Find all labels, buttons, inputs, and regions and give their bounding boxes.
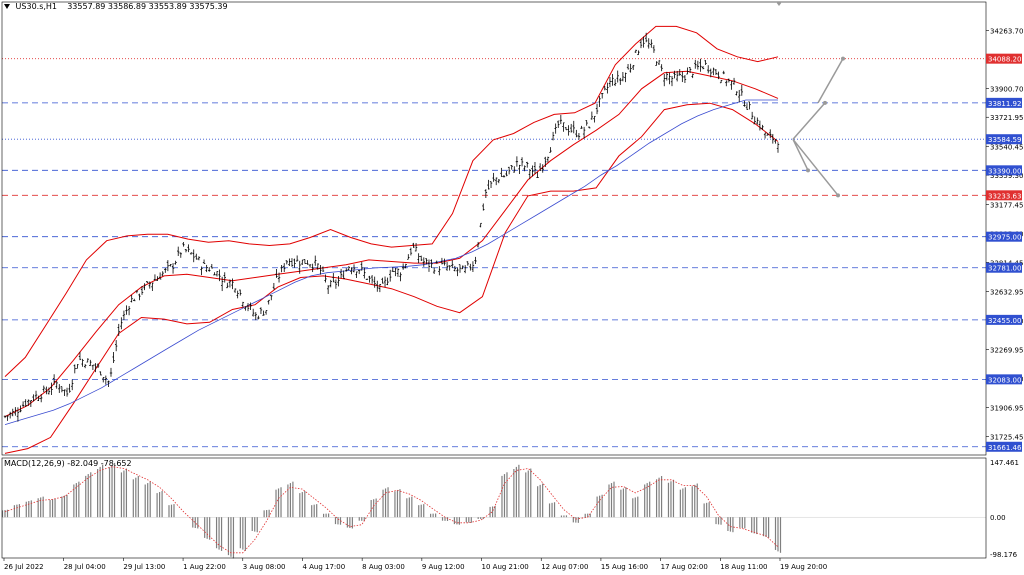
bollinger-middle-line <box>4 70 779 418</box>
moving-average-line <box>4 99 778 425</box>
projection-arrow-head <box>823 100 827 105</box>
ohlc-values: 33557.89 33586.89 33553.89 33575.39 <box>67 2 228 11</box>
level-label: 34088.20 <box>988 56 1021 64</box>
time-tick-label: 28 Jul 04:00 <box>64 563 106 571</box>
time-tick-label: 4 Aug 17:00 <box>302 563 345 571</box>
symbol-header: US30.s,H1 33557.89 33586.89 33553.89 335… <box>4 2 228 11</box>
time-tick-label: 1 Aug 22:00 <box>183 563 226 571</box>
projection-arrow <box>792 138 839 196</box>
collapse-triangle-icon[interactable] <box>4 4 10 9</box>
level-tag <box>986 53 1022 64</box>
price-tick-label: 32632.95 <box>990 288 1023 296</box>
macd-signal-line <box>4 466 779 554</box>
price-tick-label: 31725.45 <box>990 434 1023 442</box>
time-tick-label: 10 Aug 21:00 <box>482 563 529 571</box>
projection-arrow <box>792 138 809 171</box>
level-label: 32975.00 <box>988 234 1021 242</box>
price-tick-label: 33721.95 <box>990 114 1023 122</box>
price-pane-border <box>1 1 987 456</box>
bollinger-upper-line <box>4 25 779 377</box>
level-tag <box>986 97 1022 108</box>
time-tick-label: 15 Aug 16:00 <box>601 563 648 571</box>
time-tick-label: 26 Jul 2022 <box>4 563 44 571</box>
time-tick-label: 12 Aug 07:00 <box>541 563 588 571</box>
projection-arrow-head <box>806 168 810 173</box>
level-tag <box>986 134 1022 145</box>
level-label: 33811.92 <box>988 100 1021 108</box>
time-tick-label: 8 Aug 03:00 <box>362 563 405 571</box>
price-tick-label: 32269.95 <box>990 346 1023 354</box>
chart-shift-marker-icon[interactable] <box>776 2 782 6</box>
projection-arrow-head <box>841 56 845 61</box>
time-tick-label: 3 Aug 08:00 <box>243 563 286 571</box>
price-tick-label: 33900.70 <box>990 86 1023 94</box>
level-label: 33390.00 <box>988 167 1021 175</box>
time-tick-label: 9 Aug 12:00 <box>422 563 465 571</box>
time-tick-label: 17 Aug 02:00 <box>661 563 708 571</box>
bollinger-lower-line <box>4 102 779 454</box>
level-label: 32083.00 <box>988 376 1021 384</box>
macd-tick-label: 147.461 <box>990 459 1019 467</box>
macd-tick-label: -98.176 <box>990 551 1018 559</box>
level-tag <box>986 165 1022 176</box>
level-tag <box>986 374 1022 385</box>
level-tag <box>986 231 1022 242</box>
projection-arrow <box>792 102 826 140</box>
level-tag <box>986 262 1022 273</box>
level-label: 32455.00 <box>988 317 1021 325</box>
macd-pane-border <box>1 457 987 559</box>
level-label: 31661.46 <box>988 444 1022 452</box>
projection-arrow <box>817 58 844 104</box>
time-tick-label: 29 Jul 13:00 <box>123 563 165 571</box>
symbol-label: US30.s,H1 <box>15 2 58 11</box>
price-tick-label: 34263.70 <box>990 28 1023 36</box>
macd-tick-label: 0.00 <box>990 514 1006 522</box>
price-tick-label: 33177.45 <box>990 201 1023 209</box>
time-tick-label: 18 Aug 11:00 <box>720 563 767 571</box>
price-tick-label: 31906.95 <box>990 405 1023 413</box>
time-tick-label: 19 Aug 20:00 <box>780 563 827 571</box>
level-label: 32781.00 <box>988 265 1021 273</box>
projection-arrow-head <box>836 193 840 198</box>
price-tick-label: 33359.30 <box>990 172 1023 180</box>
level-label: 33584.59 <box>988 136 1021 144</box>
price-tick-label: 33540.45 <box>990 143 1023 151</box>
level-tag <box>986 190 1022 201</box>
macd-header: MACD(12,26,9) -82.049 -78.652 <box>4 459 132 468</box>
level-tag <box>986 314 1022 325</box>
level-tag <box>986 441 1022 452</box>
level-label: 33233.63 <box>988 192 1021 200</box>
